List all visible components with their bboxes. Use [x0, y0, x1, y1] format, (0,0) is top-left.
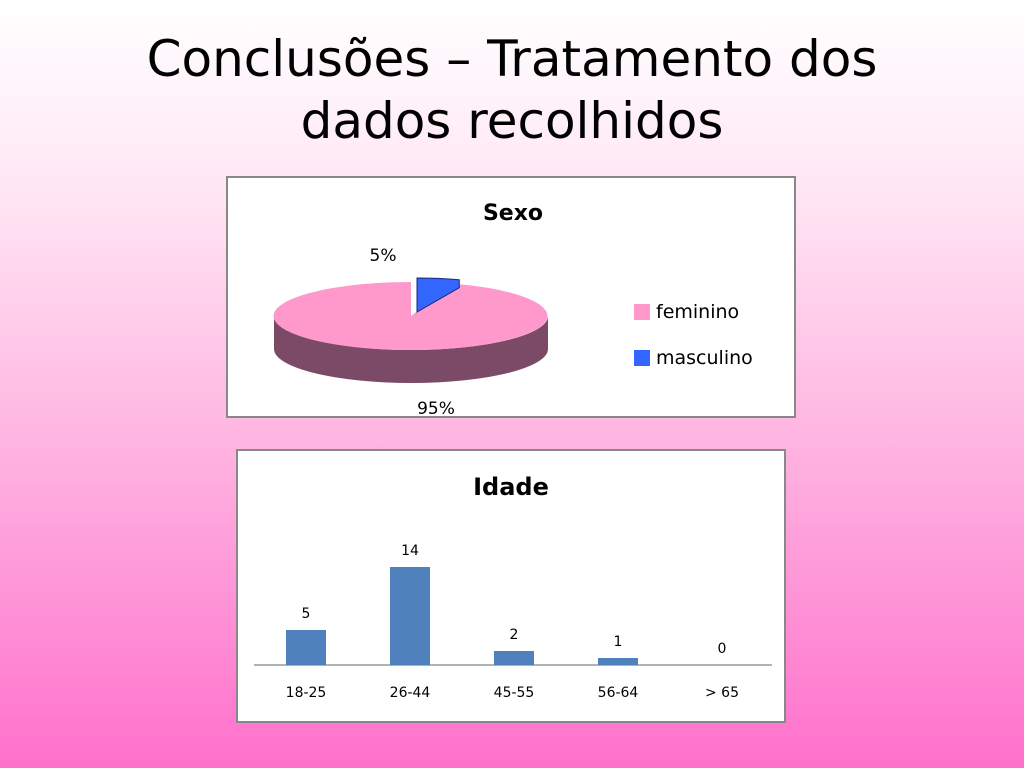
- pie-slice-feminino: [273, 281, 548, 350]
- legend-swatch-masculino: [634, 350, 650, 366]
- tick-label-45-55: 45-55: [494, 685, 535, 701]
- pie-side-feminino: [274, 316, 548, 383]
- tick-label-26-44: 26-44: [390, 685, 431, 701]
- legend-label-feminino: feminino: [656, 301, 739, 323]
- bar-26-44: [390, 567, 430, 665]
- sexo-pie-chart: Sexo 5% 95% feminino masculino: [226, 176, 796, 418]
- title-line-1: Conclusões – Tratamento dos: [146, 30, 878, 88]
- data-label-18-25: 5: [302, 606, 311, 622]
- bar-18-25: [286, 630, 326, 665]
- legend-swatch-feminino: [634, 304, 650, 320]
- bar-title: Idade: [473, 473, 549, 501]
- title-line-2: dados recolhidos: [300, 92, 724, 150]
- data-label-26-44: 14: [401, 543, 419, 559]
- idade-bar-chart: Idade 5 18-25 14 26-44 2 45-55 1 56-64 0 > 65: [236, 449, 786, 723]
- data-label-56-64: 1: [614, 634, 623, 650]
- legend-label-masculino: masculino: [656, 347, 753, 369]
- pie-slice-masculino: [416, 277, 460, 313]
- bar-45-55: [494, 651, 534, 665]
- pie-label-masculino: 5%: [370, 246, 397, 266]
- tick-label-56-64: 56-64: [598, 685, 639, 701]
- sexo-pie-svg: Sexo 5% 95% feminino masculino: [273, 201, 753, 416]
- slide-title: Conclusões – Tratamento dos dados recolh…: [40, 28, 984, 152]
- idade-bar-svg: Idade 5 18-25 14 26-44 2 45-55 1 56-64 0 > 65: [254, 473, 772, 701]
- pie-label-feminino: 95%: [417, 399, 455, 416]
- pie-title: Sexo: [483, 201, 543, 226]
- bar-56-64: [598, 658, 638, 665]
- data-label-> 65: 0: [718, 641, 727, 657]
- tick-label-18-25: 18-25: [286, 685, 327, 701]
- data-label-45-55: 2: [510, 627, 519, 643]
- tick-label-> 65: > 65: [705, 685, 739, 701]
